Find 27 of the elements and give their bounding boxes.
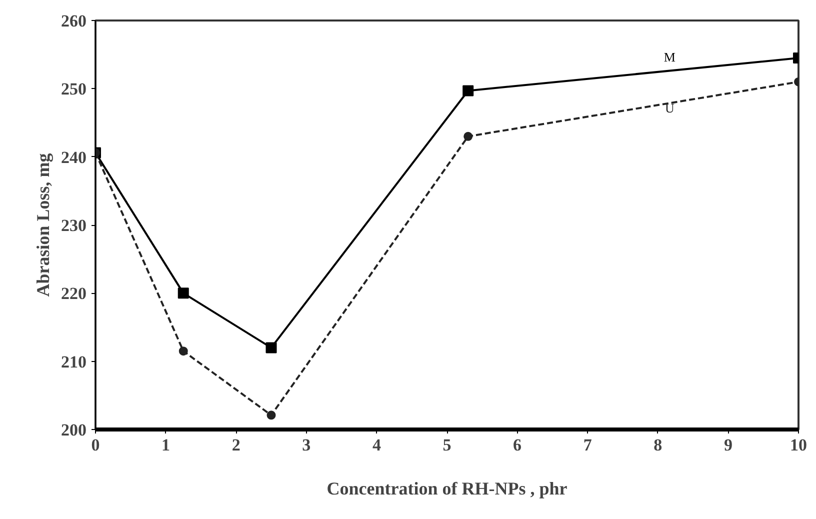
y-axis-title: Abrasion Loss, mg <box>33 153 53 297</box>
x-tick-label: 10 <box>790 436 807 454</box>
y-tick-label: 250 <box>61 80 86 99</box>
y-tick-label: 200 <box>61 420 86 440</box>
x-tick-label: 7 <box>583 436 592 454</box>
x-tick-label: 9 <box>724 436 732 454</box>
x-tick-label: 6 <box>513 436 522 454</box>
x-tick-label: 3 <box>302 436 311 454</box>
point <box>178 288 189 299</box>
point <box>178 346 188 356</box>
x-tick-label: 0 <box>91 436 100 454</box>
x-tick-label: 8 <box>654 436 662 454</box>
x-tick-label: 4 <box>372 436 382 454</box>
series-label: M <box>664 50 676 65</box>
y-tick-label: 210 <box>61 352 86 372</box>
x-tick-label: 5 <box>442 436 452 454</box>
y-tick-label: 260 <box>61 12 86 30</box>
y-tick-label: 240 <box>61 148 86 167</box>
x-tick-label: 2 <box>232 436 240 454</box>
point <box>266 342 277 354</box>
point <box>462 85 474 96</box>
y-tick-label: 230 <box>61 216 86 235</box>
point <box>266 410 276 420</box>
y-tick-label: 220 <box>61 284 86 304</box>
x-axis-title: Concentration of RH-NPs , phr <box>326 478 568 498</box>
x-tick-label: 1 <box>162 436 170 454</box>
point <box>464 132 473 141</box>
